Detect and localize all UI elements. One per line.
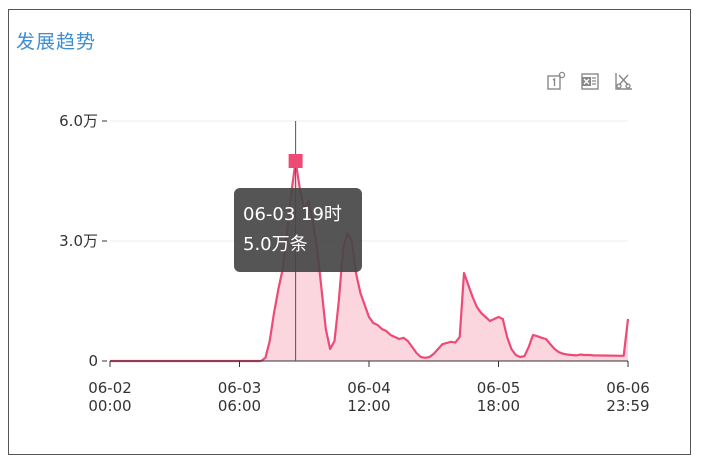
- chart-tooltip: 06-03 19时 5.0万条: [234, 188, 362, 272]
- y-tick-label: 3.0万: [59, 232, 98, 250]
- x-tick-label-time: 06:00: [218, 397, 261, 415]
- x-tick-label-date: 06-04: [347, 379, 391, 397]
- x-tick-label-time: 18:00: [477, 397, 520, 415]
- x-tick-label-date: 06-03: [218, 379, 262, 397]
- series-area: [110, 161, 628, 361]
- x-tick-label-time: 12:00: [347, 397, 390, 415]
- x-tick-label-date: 06-05: [477, 379, 521, 397]
- y-tick-label: 0: [88, 352, 98, 370]
- x-tick-label-time: 23:59: [606, 397, 649, 415]
- tooltip-time: 06-03 19时: [243, 204, 342, 225]
- x-tick-label-date: 06-02: [88, 379, 132, 397]
- scissors-icon[interactable]: [613, 70, 635, 92]
- excel-export-icon[interactable]: [579, 70, 601, 92]
- panel-title: 发展趋势: [16, 31, 97, 53]
- highlight-marker: [288, 154, 303, 168]
- chart-toolbar: [545, 70, 635, 92]
- y-tick-label: 6.0万: [59, 112, 98, 130]
- one-to-one-icon[interactable]: [545, 70, 567, 92]
- tooltip-value: 5.0万条: [243, 234, 308, 255]
- x-tick-label-time: 00:00: [88, 397, 131, 415]
- x-tick-label-date: 06-06: [606, 379, 650, 397]
